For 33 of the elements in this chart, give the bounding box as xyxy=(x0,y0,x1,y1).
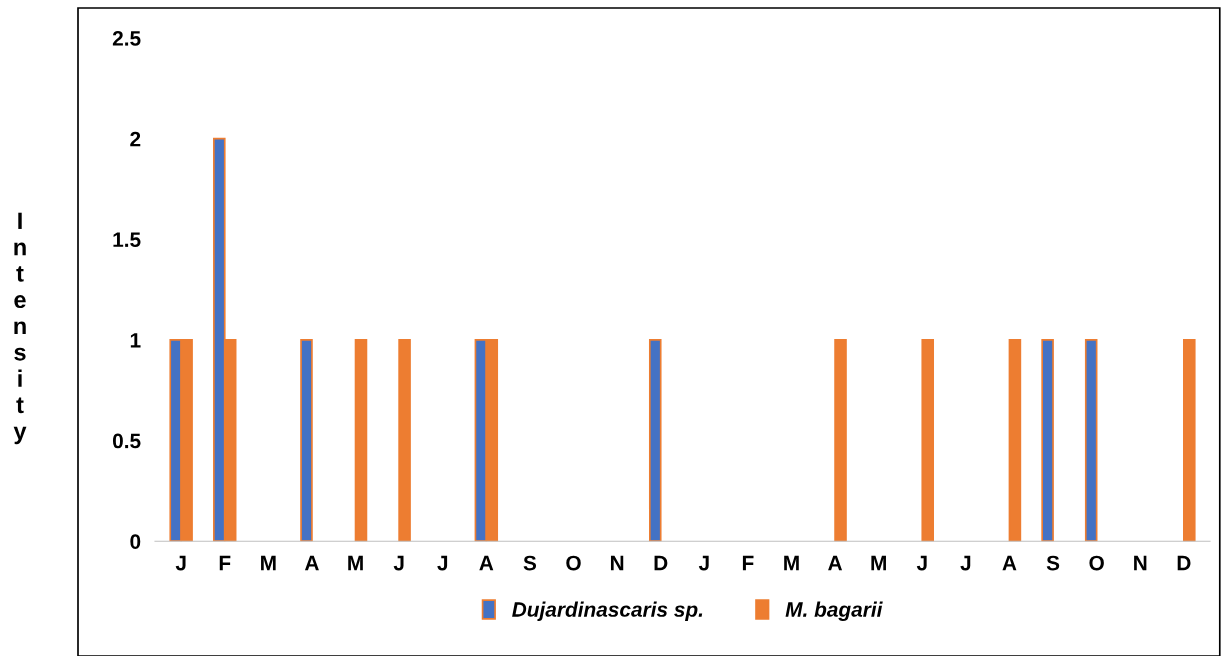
y-tick-label: 1.5 xyxy=(113,232,141,248)
x-tick-label: J xyxy=(437,555,448,571)
x-tick-label: A xyxy=(479,555,494,571)
text: Intensity xyxy=(13,212,27,445)
x-tick-label: F xyxy=(742,555,754,571)
x-tick-label: O xyxy=(566,555,581,571)
x-tick-label: D xyxy=(654,555,668,571)
x-tick-label: S xyxy=(523,555,537,571)
x-tick-label: A xyxy=(304,555,319,571)
y-tick-label: 2.5 xyxy=(112,31,141,46)
y-tick-label: 2 xyxy=(130,131,141,147)
x-tick-label: J xyxy=(698,555,709,571)
x-tick-label: A xyxy=(828,555,843,571)
x-tick-label: M xyxy=(784,555,799,571)
x-tick-label: J xyxy=(960,555,971,571)
x-tick-label: F xyxy=(219,555,231,571)
y-tick-label: 0 xyxy=(130,534,141,549)
x-tick-label: J xyxy=(393,555,404,571)
y-tick-label: 0.5 xyxy=(112,433,141,449)
legend-label: M. bagarii xyxy=(785,601,883,621)
legend-label: Dujardinascaris sp. xyxy=(512,601,703,621)
x-tick-label: N xyxy=(1134,555,1147,571)
x-tick-label: D xyxy=(1177,555,1191,571)
x-tick-label: M xyxy=(871,555,886,571)
y-tick-label: 1 xyxy=(130,333,141,348)
x-tick-label: M xyxy=(261,555,276,571)
x-tick-label: A xyxy=(1002,555,1017,571)
x-tick-label: S xyxy=(1046,555,1060,571)
x-tick-label: J xyxy=(916,555,927,571)
x-tick-label: M xyxy=(348,555,363,571)
x-tick-label: J xyxy=(175,555,186,571)
x-tick-label: O xyxy=(1089,555,1104,571)
x-tick-label: N xyxy=(610,555,624,571)
